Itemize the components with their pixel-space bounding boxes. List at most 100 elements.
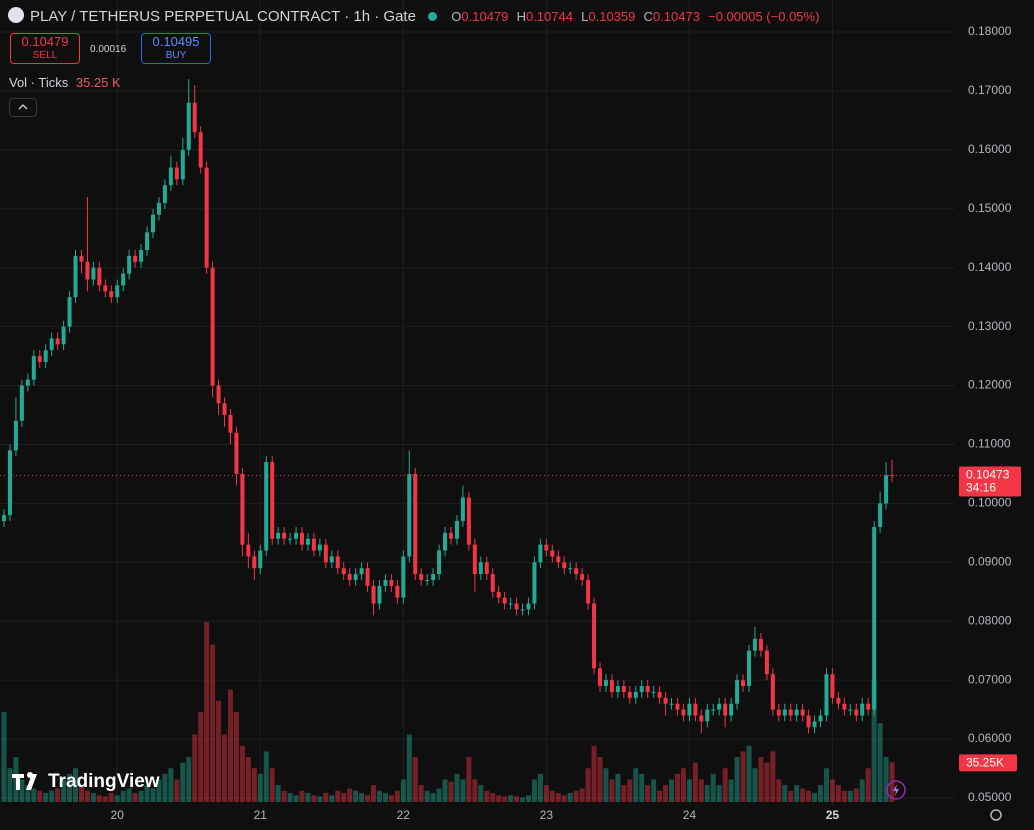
volume-bar	[317, 796, 323, 802]
candle-body	[359, 568, 364, 575]
candle-body	[651, 691, 656, 693]
brand-text: TradingView	[48, 771, 160, 792]
candle-body	[377, 585, 382, 604]
candle-body	[431, 574, 436, 580]
volume-bar	[621, 785, 627, 802]
volume-legend: Vol · Ticks 35.25 K	[9, 75, 121, 90]
brand-logo: TradingView	[12, 771, 160, 792]
volume-bar	[162, 773, 168, 802]
volume-bar	[329, 795, 335, 802]
volume-bar	[430, 793, 436, 802]
collapse-button[interactable]	[9, 98, 37, 117]
price-axis: 0.05000 0.06000 0.07000 0.08000 0.09000 0.100…	[111, 0, 1034, 830]
volume-bar	[1, 712, 7, 802]
y-tick-label: 0.09000	[968, 554, 1012, 568]
volume-bar	[19, 779, 25, 802]
volume-bar	[239, 745, 245, 802]
candle-body	[168, 167, 173, 186]
volume-bar	[603, 768, 609, 802]
sell-button[interactable]: 0.10479 SELL	[10, 33, 80, 64]
volume-bar	[549, 790, 555, 802]
candles	[0, 79, 955, 734]
candle-body	[121, 273, 126, 286]
volume-bar	[102, 796, 108, 802]
volume-legend-title: Vol · Ticks	[9, 75, 69, 90]
candle-body	[7, 450, 12, 516]
volume-bar	[758, 757, 764, 802]
volume-bar	[365, 795, 371, 802]
volume-bar	[531, 779, 537, 802]
candle-body	[884, 475, 889, 504]
candle-body	[25, 379, 30, 386]
volume-bar	[740, 751, 746, 802]
last-volume-label: 35.25K	[966, 756, 1004, 770]
candle-body	[788, 709, 793, 716]
volume-bar	[144, 785, 150, 802]
volume-bar	[442, 779, 448, 802]
candle-body	[752, 638, 757, 651]
ohlc-value: 0.10479	[461, 9, 509, 24]
candle-body	[466, 497, 471, 545]
x-tick-label: 24	[683, 808, 697, 822]
volume-bar	[609, 779, 615, 802]
candle-body	[282, 532, 287, 539]
ohlc-label: O	[451, 9, 462, 24]
volume-bar	[376, 790, 382, 802]
volume-bar	[657, 790, 663, 802]
volume-bar	[776, 779, 782, 802]
volume-bar	[251, 768, 257, 802]
candle-body	[633, 691, 638, 698]
volume-bar	[579, 788, 585, 802]
candle-body	[830, 674, 835, 698]
volume-bar	[61, 779, 67, 802]
candle-body	[258, 550, 263, 569]
volume-bar	[281, 790, 287, 802]
volume-bar	[746, 745, 752, 802]
candle-body	[305, 538, 310, 545]
buy-button[interactable]: 0.10495 BUY	[141, 33, 211, 64]
candle-body	[353, 574, 358, 580]
candle-body	[848, 709, 853, 711]
candle-body	[329, 556, 334, 563]
candle-body	[794, 709, 799, 716]
volume-bar	[216, 700, 222, 802]
volume-bar	[692, 762, 698, 802]
candle-body	[210, 267, 215, 386]
candle-body	[347, 574, 352, 580]
candle-body	[556, 556, 561, 563]
volume-bar	[90, 793, 96, 802]
volume-bar	[502, 796, 508, 802]
y-tick-label: 0.05000	[968, 790, 1012, 804]
volume-bar	[353, 790, 359, 802]
lightning-button[interactable]	[886, 780, 906, 800]
candle-body	[818, 715, 823, 722]
volume-bar	[883, 757, 889, 802]
volume-bar	[561, 795, 567, 802]
volume-bar	[710, 773, 716, 802]
settings-button[interactable]	[990, 809, 1002, 821]
ohlc-value: 0.10744	[525, 9, 573, 24]
volume-bar	[400, 779, 406, 802]
candle-body	[133, 255, 138, 262]
candle-body	[568, 568, 573, 570]
last-volume-badge	[959, 754, 1017, 772]
sell-price: 0.10479	[21, 34, 69, 49]
candle-body	[639, 686, 644, 692]
candle-body	[669, 703, 674, 705]
ohlc-value: 0.10359	[588, 9, 636, 24]
candle-body	[192, 102, 197, 133]
volume-bar	[388, 795, 394, 802]
volume-bar	[698, 779, 704, 802]
volume-bar	[287, 793, 293, 802]
volume-bar	[359, 793, 365, 802]
candle-body	[574, 568, 579, 575]
candle-body	[67, 297, 72, 327]
candle-body	[520, 609, 525, 611]
candle-body	[109, 291, 114, 298]
volume-bar	[871, 680, 877, 802]
candle-body	[866, 703, 871, 710]
volume-bar	[192, 734, 198, 802]
